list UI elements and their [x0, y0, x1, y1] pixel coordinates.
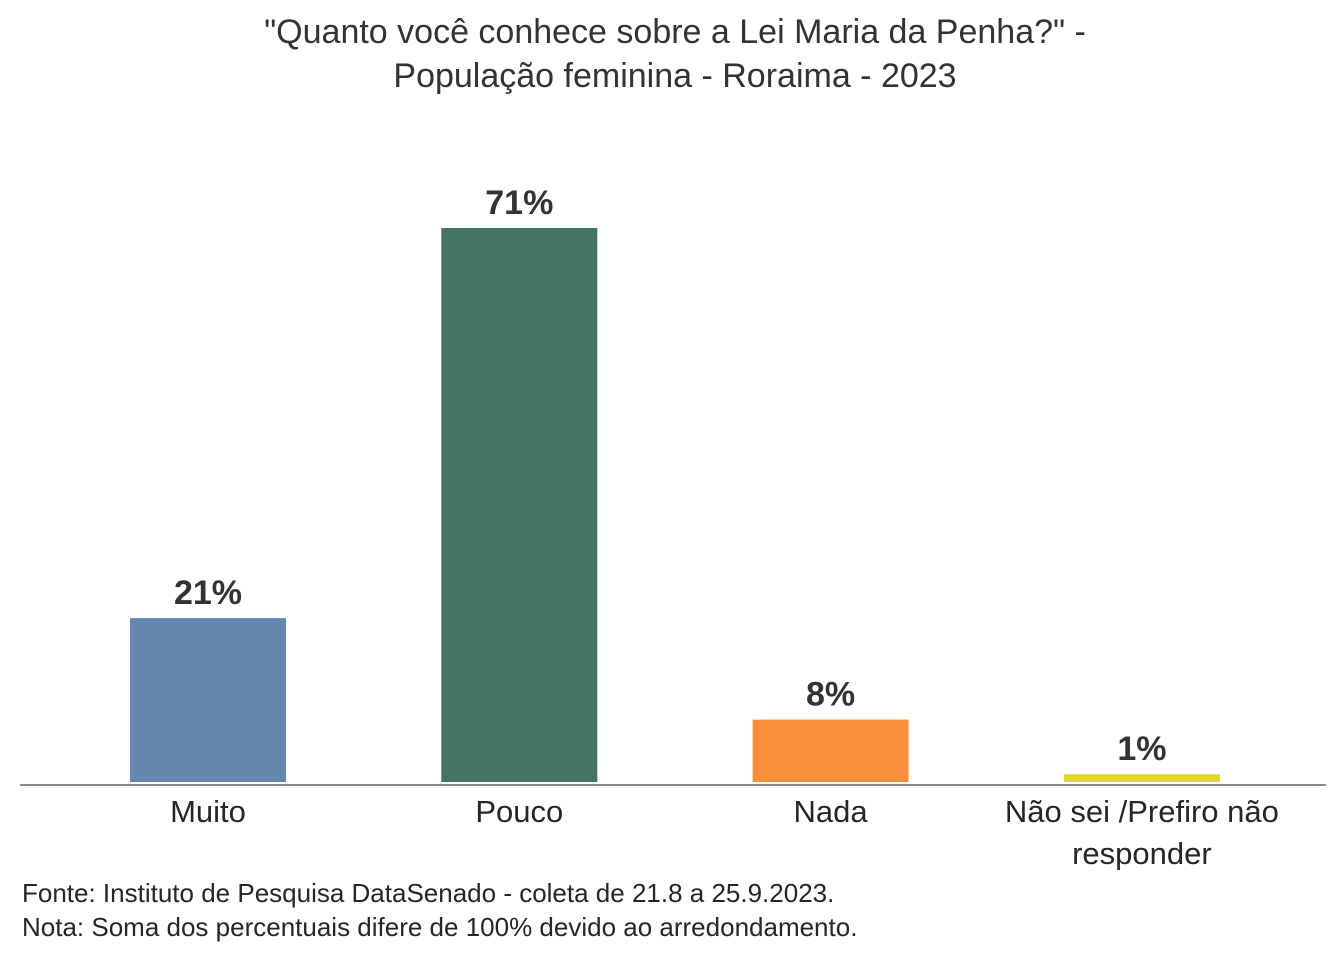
value-label-4: 1%	[1117, 730, 1166, 768]
bar-2	[441, 228, 598, 782]
bar-3	[752, 719, 909, 782]
footnote: Nota: Soma dos percentuais difere de 100…	[22, 912, 858, 942]
category-label-2: Pouco	[475, 794, 563, 829]
bar-chart: 21% Muito 71% Pouco 8% Nada 1% Não sei /Prefiro…	[20, 184, 1326, 870]
bar-4	[1063, 774, 1220, 782]
chart-title: "Quanto você conhece sobre a Lei Maria d…	[0, 10, 1344, 98]
value-label-1: 21%	[174, 574, 242, 612]
category-label-4-line-2: responder	[1072, 836, 1212, 870]
category-label-4-line-1: Não sei /Prefiro não	[1005, 794, 1279, 829]
source-note: Fonte: Instituto de Pesquisa DataSenado …	[22, 878, 835, 908]
value-label-2: 71%	[485, 184, 553, 222]
value-label-3: 8%	[806, 676, 855, 714]
category-label-3: Nada	[794, 794, 869, 829]
chart-title-line-1: "Quanto você conhece sobre a Lei Maria d…	[264, 13, 1086, 51]
chart-title-line-2: População feminina - Roraima - 2023	[393, 57, 957, 95]
chart-footer: Fonte: Instituto de Pesquisa DataSenado …	[22, 876, 857, 944]
category-label-1: Muito	[170, 794, 246, 829]
bar-1	[130, 618, 286, 782]
bars-layer: 21% Muito 71% Pouco 8% Nada 1% Não sei /Prefiro…	[130, 184, 1279, 870]
